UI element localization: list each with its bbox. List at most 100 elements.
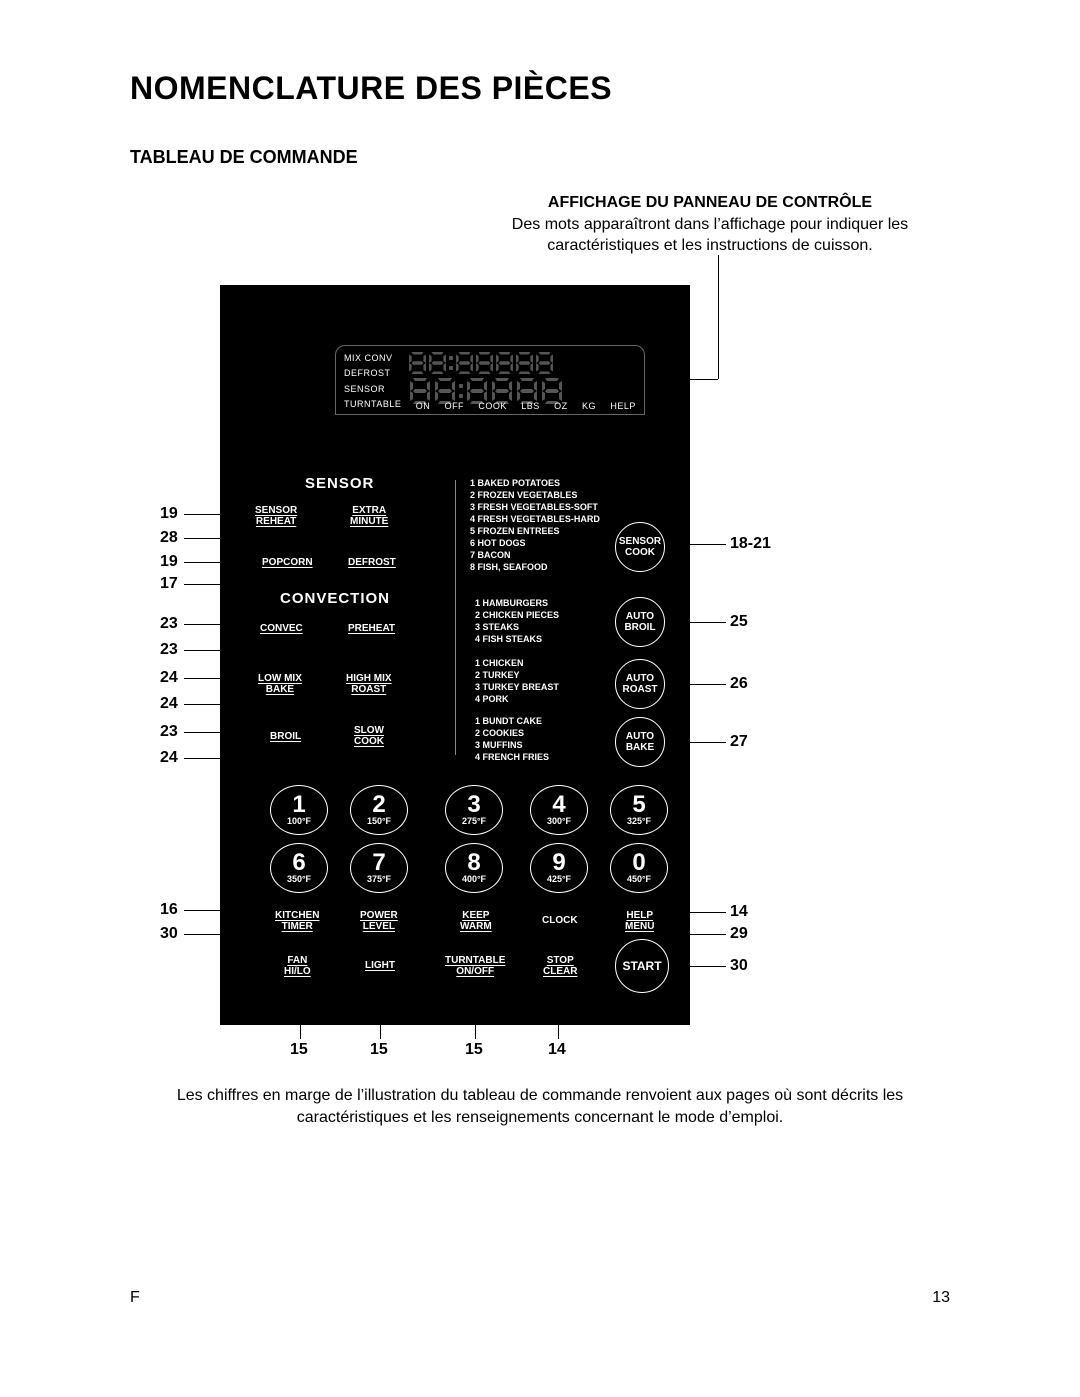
auto-broil-button[interactable]: AUTOBROIL: [615, 597, 665, 647]
auto-roast-list: 1 CHICKEN2 TURKEY3 TURKEY BREAST4 PORK: [475, 657, 559, 705]
light-button[interactable]: LIGHT: [365, 960, 395, 971]
start-button[interactable]: START: [615, 939, 669, 993]
callout-line: [184, 934, 272, 935]
sensor-header: SENSOR: [305, 475, 374, 492]
page-ref: 30: [730, 957, 748, 975]
page-ref: 15: [290, 1041, 308, 1059]
callout-line: [344, 566, 345, 584]
callout-line: [718, 255, 719, 379]
display-word: COOK: [478, 401, 507, 411]
callout-line: [668, 742, 726, 743]
page-ref: 23: [160, 641, 178, 659]
footer-left: F: [130, 1289, 140, 1307]
page-ref: 24: [160, 669, 178, 687]
sensor-reheat-button[interactable]: SENSORREHEAT: [255, 505, 297, 527]
page-ref: 16: [160, 901, 178, 919]
display-text-line: Des mots apparaîtront dans l’affichage p…: [470, 214, 950, 236]
sensor-cook-button[interactable]: SENSORCOOK: [615, 522, 665, 572]
page-ref: 14: [730, 903, 748, 921]
page-ref: 29: [730, 925, 748, 943]
callout-line: [380, 979, 381, 1039]
slow-cook-button[interactable]: SLOWCOOK: [354, 725, 384, 747]
key-5[interactable]: 5325°F: [610, 785, 668, 835]
popcorn-button[interactable]: POPCORN: [262, 557, 313, 568]
callout-line: [184, 732, 268, 733]
display-bottom-words: TURNTABLE ON OFF COOK LBS OZ KG HELP: [344, 401, 636, 411]
low-mix-bake-button[interactable]: LOW MIXBAKE: [258, 673, 302, 695]
key-7[interactable]: 7375°F: [350, 843, 408, 893]
callout-line: [668, 684, 726, 685]
page-ref: 24: [160, 749, 178, 767]
callout-line: [654, 925, 655, 934]
page-ref: 14: [548, 1041, 566, 1059]
page-ref: 19: [160, 553, 178, 571]
key-8[interactable]: 8400°F: [445, 843, 503, 893]
page-ref: 15: [370, 1041, 388, 1059]
key-1[interactable]: 1100°F: [270, 785, 328, 835]
help-menu-button[interactable]: HELPMENU: [625, 910, 654, 932]
key-4[interactable]: 4300°F: [530, 785, 588, 835]
callout-line: [184, 910, 272, 911]
display-window: MIX CONV DEFROST SENSOR TURNTABLE: [335, 345, 645, 415]
power-level-button[interactable]: POWERLEVEL: [360, 910, 398, 932]
display-word: ON: [416, 401, 431, 411]
display-word: DEFROST: [344, 367, 401, 379]
display-word: KG: [582, 401, 596, 411]
stop-clear-button[interactable]: STOPCLEAR: [543, 955, 577, 977]
callout-line: [344, 630, 345, 650]
control-panel: MIX CONV DEFROST SENSOR TURNTABLE: [220, 285, 690, 1025]
callout-line: [184, 538, 344, 539]
display-text-line: caractéristiques et les instructions de …: [470, 235, 950, 257]
key-2[interactable]: 2150°F: [350, 785, 408, 835]
callout-line: [184, 514, 254, 515]
callout-line: [184, 584, 344, 585]
callout-line: [184, 678, 256, 679]
clock-button[interactable]: CLOCK: [542, 915, 578, 926]
callout-line: [654, 934, 726, 935]
broil-button[interactable]: BROIL: [270, 731, 301, 742]
convec-button[interactable]: CONVEC: [260, 623, 303, 634]
key-9[interactable]: 9425°F: [530, 843, 588, 893]
high-mix-roast-button[interactable]: HIGH MIXROAST: [346, 673, 392, 695]
defrost-button[interactable]: DEFROST: [348, 557, 396, 568]
callout-line: [475, 979, 476, 1039]
callout-line: [558, 979, 559, 1039]
callout-line: [668, 544, 726, 545]
callout-line: [344, 684, 345, 704]
page-ref: 26: [730, 675, 748, 693]
display-description: AFFICHAGE DU PANNEAU DE CONTRÔLE Des mot…: [470, 192, 950, 257]
extra-minute-button[interactable]: EXTRAMINUTE: [350, 505, 388, 527]
divider-line: [455, 480, 456, 755]
page: NOMENCLATURE DES PIÈCES TABLEAU DE COMMA…: [0, 0, 1080, 1397]
auto-bake-button[interactable]: AUTOBAKE: [615, 717, 665, 767]
page-title: NOMENCLATURE DES PIÈCES: [130, 70, 950, 107]
display-word: MIX CONV: [344, 352, 401, 364]
page-ref: 18-21: [730, 535, 771, 553]
sensor-cook-list: 1 BAKED POTATOES2 FROZEN VEGETABLES3 FRE…: [470, 477, 600, 573]
display-word: OFF: [445, 401, 465, 411]
key-0[interactable]: 0450°F: [610, 843, 668, 893]
auto-bake-list: 1 BUNDT CAKE2 COOKIES3 MUFFINS4 FRENCH F…: [475, 715, 549, 763]
callout-line: [184, 704, 344, 705]
callout-line: [184, 562, 262, 563]
kitchen-timer-button[interactable]: KITCHENTIMER: [275, 910, 319, 932]
display-word: OZ: [554, 401, 568, 411]
page-ref: 30: [160, 925, 178, 943]
page-ref: 23: [160, 615, 178, 633]
page-ref: 27: [730, 733, 748, 751]
display-word: HELP: [610, 401, 636, 411]
page-ref: 24: [160, 695, 178, 713]
callout-line: [184, 624, 258, 625]
keep-warm-button[interactable]: KEEPWARM: [460, 910, 492, 932]
fan-hilo-button[interactable]: FANHI/LO: [284, 955, 311, 977]
preheat-button[interactable]: PREHEAT: [348, 623, 395, 634]
key-6[interactable]: 6350°F: [270, 843, 328, 893]
auto-roast-button[interactable]: AUTOROAST: [615, 659, 665, 709]
turntable-button[interactable]: TURNTABLEON/OFF: [445, 955, 505, 977]
callout-line: [654, 912, 726, 913]
footer-page-number: 13: [932, 1289, 950, 1307]
convection-header: CONVECTION: [280, 590, 390, 607]
figure-caption: Les chiffres en marge de l’illustration …: [130, 1085, 950, 1130]
callout-line: [300, 979, 301, 1039]
key-3[interactable]: 3275°F: [445, 785, 503, 835]
